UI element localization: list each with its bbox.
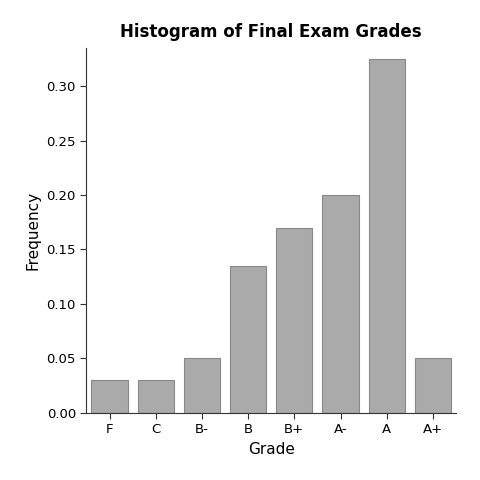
Bar xyxy=(323,195,359,413)
Bar xyxy=(276,228,312,413)
Bar xyxy=(92,380,128,413)
X-axis label: Grade: Grade xyxy=(248,442,295,457)
Y-axis label: Frequency: Frequency xyxy=(26,191,41,270)
Bar xyxy=(415,359,451,413)
Title: Histogram of Final Exam Grades: Histogram of Final Exam Grades xyxy=(120,23,422,41)
Bar xyxy=(138,380,174,413)
Bar xyxy=(184,359,220,413)
Bar xyxy=(230,266,266,413)
Bar xyxy=(369,59,405,413)
